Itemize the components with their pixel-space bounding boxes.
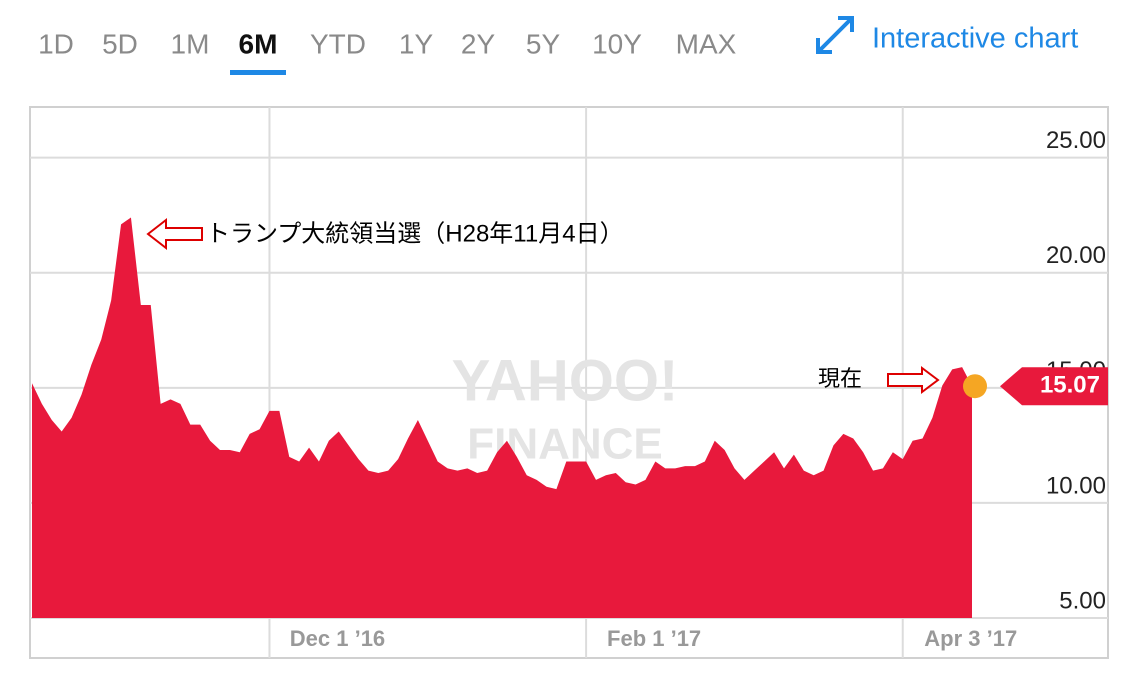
x-tick-label: Dec 1 ’16 xyxy=(290,626,385,651)
price-label: 15.07 xyxy=(1040,372,1100,399)
annotation-arrow xyxy=(887,366,940,394)
annotation: トランプ大統領当選（H28年11月4日） xyxy=(206,220,624,247)
y-tick-label: 10.00 xyxy=(1046,472,1106,499)
x-tick-label: Apr 3 ’17 xyxy=(924,626,1017,651)
y-tick-label: 5.00 xyxy=(1059,587,1106,614)
range-tab[interactable]: YTD xyxy=(310,28,366,59)
range-tabs: 1D 5D 1M 6M YTD 1Y 2Y 5Y 10Y MAX xyxy=(38,28,737,75)
active-tab-underline xyxy=(230,70,286,75)
annotation-arrow xyxy=(146,217,203,251)
last-point xyxy=(963,374,987,399)
range-tab[interactable]: 1M xyxy=(171,28,210,59)
range-tab[interactable]: 1D xyxy=(38,28,74,59)
x-tick-label: Feb 1 ’17 xyxy=(607,626,701,651)
area xyxy=(32,217,972,618)
range-tab[interactable]: 2Y xyxy=(461,28,496,59)
range-tab[interactable]: 1Y xyxy=(399,28,434,59)
y-tick-label: 20.00 xyxy=(1046,242,1106,269)
interactive-chart-link[interactable]: Interactive chart xyxy=(872,23,1078,55)
range-tab[interactable]: MAX xyxy=(676,28,737,59)
y-tick-label: 25.00 xyxy=(1046,127,1106,154)
range-tab[interactable]: 6M xyxy=(239,28,278,59)
series: 15.07 xyxy=(32,217,1108,618)
range-tab[interactable]: 10Y xyxy=(592,28,642,59)
watermark: YAHOO! xyxy=(452,348,679,413)
range-tab[interactable]: 5Y xyxy=(526,28,561,59)
range-tab[interactable]: 5D xyxy=(102,28,138,59)
price-tag xyxy=(1000,367,1108,406)
expand-icon xyxy=(816,16,854,54)
annotation: 現在 xyxy=(818,366,862,391)
interactive-link[interactable]: Interactive chart xyxy=(816,16,1078,55)
